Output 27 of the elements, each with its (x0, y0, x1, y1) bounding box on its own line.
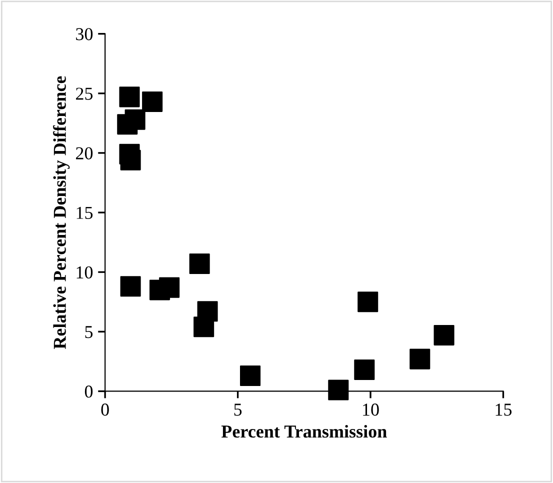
y-tick-label: 15 (76, 206, 93, 219)
y-tick-label: 0 (84, 385, 93, 398)
point (328, 380, 349, 400)
point (120, 150, 141, 170)
point (240, 365, 261, 386)
point (142, 91, 163, 112)
x-tick-label: 10 (363, 404, 379, 416)
point (159, 277, 180, 298)
x-tick-label: 5 (234, 404, 242, 416)
y-tick-label: 10 (76, 266, 93, 279)
point (358, 292, 378, 312)
y-tick-label: 30 (76, 28, 93, 40)
point (189, 253, 210, 274)
y-tick-label: 20 (76, 147, 93, 160)
x-axis-title: Percent Transmission (221, 424, 387, 438)
point (120, 276, 141, 297)
x-tick-label: 15 (496, 404, 512, 416)
point (119, 86, 140, 108)
point (434, 324, 454, 346)
point (410, 348, 430, 370)
point (194, 316, 214, 338)
point (354, 360, 375, 380)
y-tick-label: 25 (76, 88, 93, 100)
y-tick-label: 5 (85, 326, 93, 338)
y-axis-title: Relative Percent Density Difference (53, 76, 70, 350)
x-tick-label: 0 (101, 404, 109, 416)
point (117, 114, 138, 135)
